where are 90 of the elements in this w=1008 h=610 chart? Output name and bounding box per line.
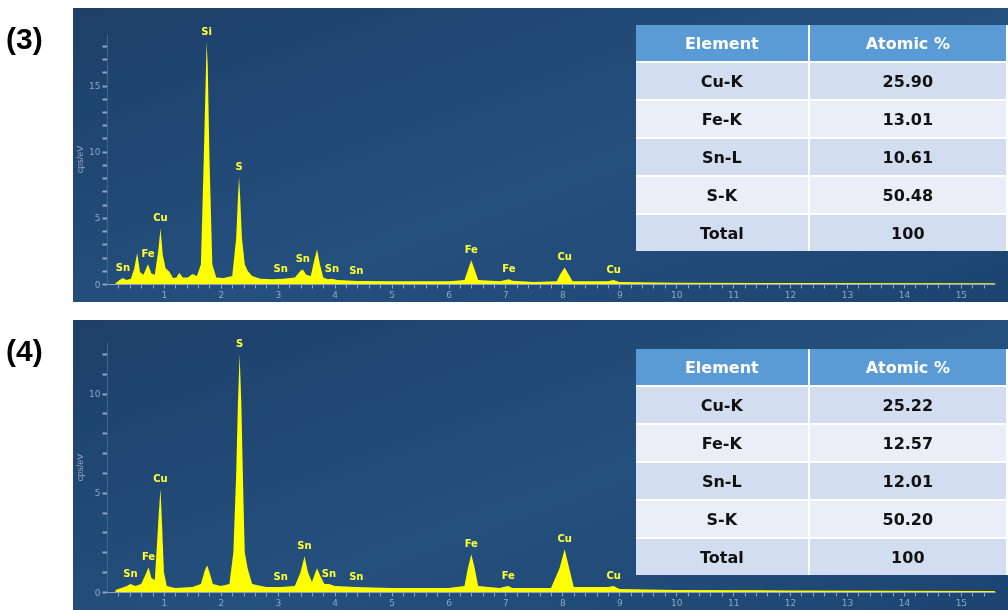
x-tick-label: 5	[389, 289, 395, 300]
data-label: 100	[808, 538, 1007, 575]
annotation: Cu	[606, 264, 621, 276]
x-tick-label: 2	[218, 597, 225, 608]
x-tick-label: 5	[389, 597, 395, 608]
annotation: Cu	[153, 472, 168, 484]
x-tick-label: 3	[275, 597, 282, 608]
x-tick-label: 2	[218, 289, 225, 300]
annotation: Fe	[464, 538, 479, 550]
category-label: S-K	[636, 500, 809, 538]
x-tick-label: 4	[332, 597, 339, 608]
annotation: Sn	[115, 262, 131, 274]
x-tick-label: 9	[616, 289, 623, 300]
category-label: Sn-L	[636, 138, 809, 176]
x-tick-label: 12	[784, 597, 797, 608]
annotation: Sn	[349, 265, 364, 277]
category-label: Cu-K	[636, 62, 809, 100]
text: Element	[636, 25, 809, 62]
x-tick-label: 9	[616, 597, 623, 608]
x-tick-label: 4	[332, 289, 339, 300]
x-tick-label: 11	[727, 289, 740, 300]
data-label: 12.01	[808, 462, 1007, 500]
text: Element	[636, 349, 809, 386]
x-tick-label: 1	[161, 289, 168, 300]
annotation: Fe	[464, 244, 479, 256]
category-label: Fe-K	[636, 424, 809, 462]
annotation: Sn	[349, 571, 364, 583]
x-tick-label: 7	[503, 289, 509, 300]
x-tick-label: 3	[275, 289, 282, 300]
annotation: Cu	[557, 533, 572, 545]
category-label: Sn-L	[636, 462, 809, 500]
x-tick-label: 10	[671, 289, 683, 300]
data-label: 13.01	[808, 100, 1007, 138]
x-tick-label: 1	[161, 597, 168, 608]
x-tick-label: 14	[898, 289, 911, 300]
category-label: S-K	[636, 176, 809, 214]
annotation: Fe	[501, 570, 516, 582]
y-tick-label: 5	[94, 213, 101, 224]
x-tick-label: 7	[503, 597, 509, 608]
annotation: Fe	[141, 248, 155, 260]
x-tick-label: 13	[841, 289, 854, 300]
data-label: 12.57	[808, 424, 1007, 462]
annotation: Cu	[606, 570, 621, 582]
annotation: Sn	[273, 262, 288, 274]
x-tick-label: 8	[560, 597, 567, 608]
annotation: Fe	[141, 551, 156, 563]
annotation: Sn	[273, 571, 288, 583]
annotation: Sn	[295, 253, 310, 265]
annotation: Cu	[557, 251, 572, 263]
x-tick-label: 8	[560, 289, 567, 300]
data-label: 50.20	[808, 500, 1007, 538]
chart-title: (3)	[6, 22, 43, 56]
data-label: 25.22	[808, 386, 1007, 424]
annotation: Si	[201, 25, 212, 37]
x-tick-label: 14	[898, 597, 911, 608]
category-label: Cu-K	[636, 386, 809, 424]
y-axis-title: cps/eV	[75, 145, 86, 174]
x-tick-label: 15	[955, 289, 968, 300]
x-tick-label: 11	[727, 597, 740, 608]
y-tick-label: 10	[89, 147, 101, 158]
x-tick-label: 6	[446, 289, 453, 300]
annotation: Cu	[153, 212, 168, 224]
text: Atomic %	[808, 349, 1007, 386]
x-tick-label: 15	[955, 597, 968, 608]
annotation: Fe	[502, 263, 516, 275]
y-tick-label: 0	[94, 279, 101, 290]
text: Atomic %	[808, 25, 1007, 62]
category-label: Total	[636, 538, 809, 575]
annotation: Sn	[297, 540, 312, 552]
y-tick-label: 0	[94, 587, 101, 598]
annotation: S	[235, 160, 243, 172]
y-tick-label: 5	[94, 488, 101, 499]
y-tick-label: 15	[89, 81, 101, 92]
category-label: Total	[636, 214, 809, 251]
chart-title: (4)	[6, 334, 43, 368]
data-label: 100	[808, 214, 1007, 251]
annotation: Sn	[123, 568, 138, 580]
annotation: Sn	[321, 568, 337, 580]
category-label: Fe-K	[636, 100, 809, 138]
annotation: Sn	[324, 262, 340, 274]
x-tick-label: 12	[784, 289, 797, 300]
x-tick-label: 13	[841, 597, 854, 608]
y-axis-title: cps/eV	[75, 453, 86, 482]
x-tick-label: 10	[671, 597, 683, 608]
data-label: 50.48	[808, 176, 1007, 214]
x-tick-label: 6	[446, 597, 453, 608]
annotation: S	[236, 337, 244, 349]
y-tick-label: 10	[89, 389, 101, 400]
data-label: 25.90	[808, 62, 1007, 100]
data-label: 10.61	[808, 138, 1007, 176]
